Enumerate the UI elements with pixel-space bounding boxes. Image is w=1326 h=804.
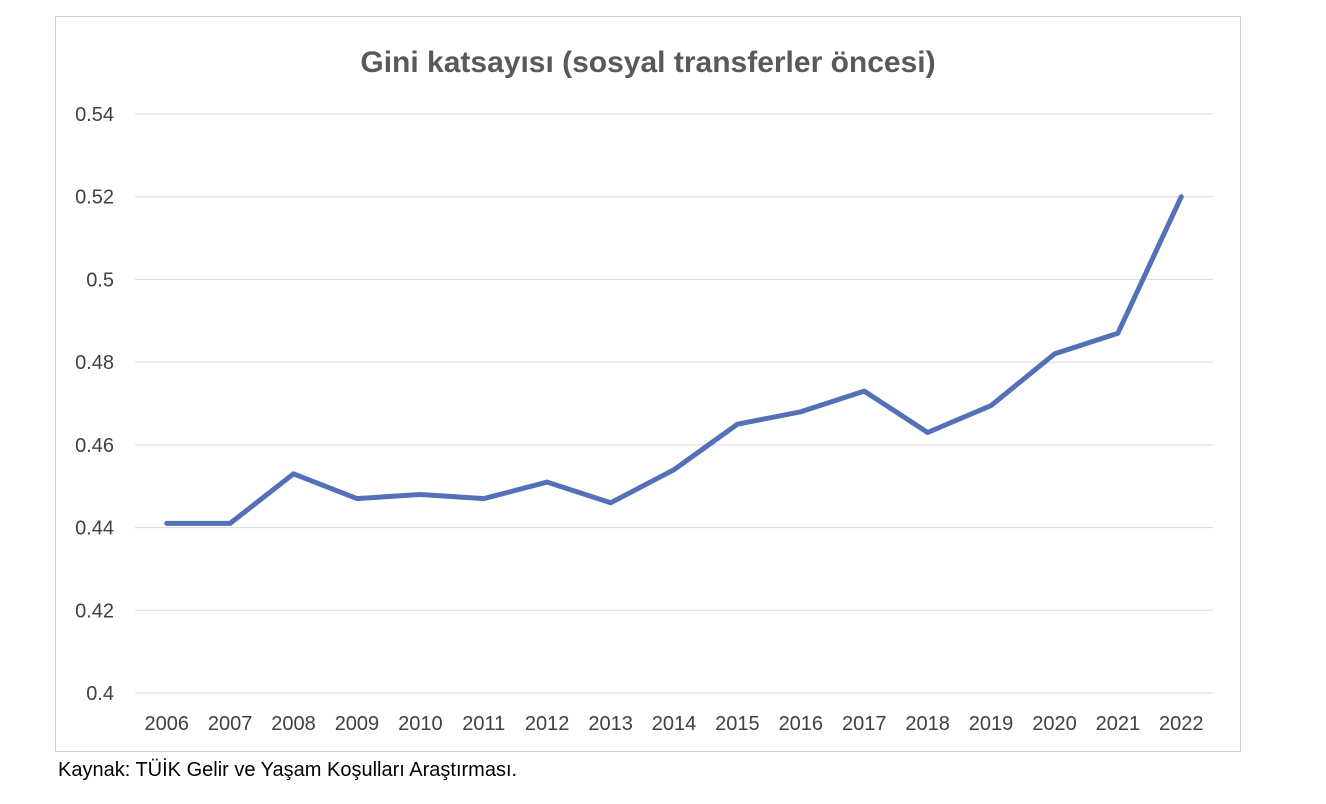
x-tick-label: 2022 <box>1159 713 1204 735</box>
x-tick-label: 2020 <box>1032 713 1077 735</box>
y-tick-label: 0.44 <box>75 518 114 540</box>
x-tick-label: 2007 <box>208 713 253 735</box>
x-tick-label: 2006 <box>144 713 189 735</box>
x-tick-label: 2013 <box>588 713 633 735</box>
x-tick-label: 2019 <box>969 713 1014 735</box>
y-tick-label: 0.4 <box>86 683 114 705</box>
x-tick-label: 2021 <box>1096 713 1141 735</box>
y-tick-label: 0.48 <box>75 352 114 374</box>
chart-frame <box>55 16 1241 752</box>
x-tick-label: 2017 <box>842 713 887 735</box>
series-line <box>164 194 1184 526</box>
x-tick-label: 2018 <box>905 713 950 735</box>
x-tick-label: 2009 <box>335 713 380 735</box>
x-tick-label: 2015 <box>715 713 760 735</box>
x-tick-label: 2010 <box>398 713 443 735</box>
x-tick-label: 2012 <box>525 713 570 735</box>
y-tick-label: 0.5 <box>86 269 114 291</box>
y-tick-label: 0.46 <box>75 435 114 457</box>
gridlines <box>135 113 1213 694</box>
x-tick-label: 2016 <box>779 713 824 735</box>
source-note: Kaynak: TÜİK Gelir ve Yaşam Koşulları Ar… <box>58 759 518 781</box>
x-tick-label: 2008 <box>271 713 316 735</box>
x-axis-ticks: 2006 2007 2008 2009 2010 2011 2012 2013 2014 2015… <box>144 713 1203 735</box>
x-tick-label: 2014 <box>652 713 697 735</box>
y-tick-label: 0.52 <box>75 187 114 209</box>
x-tick-label: 2011 <box>462 713 505 735</box>
series-layer <box>164 194 1184 526</box>
y-tick-label: 0.54 <box>75 104 114 126</box>
y-tick-label: 0.42 <box>75 600 114 622</box>
chart-title: Gini katsayısı (sosyal transferler önces… <box>360 46 935 79</box>
y-axis-ticks: 0.4 0.42 0.44 0.46 0.48 0.5 0.52 0.54 <box>75 104 114 705</box>
